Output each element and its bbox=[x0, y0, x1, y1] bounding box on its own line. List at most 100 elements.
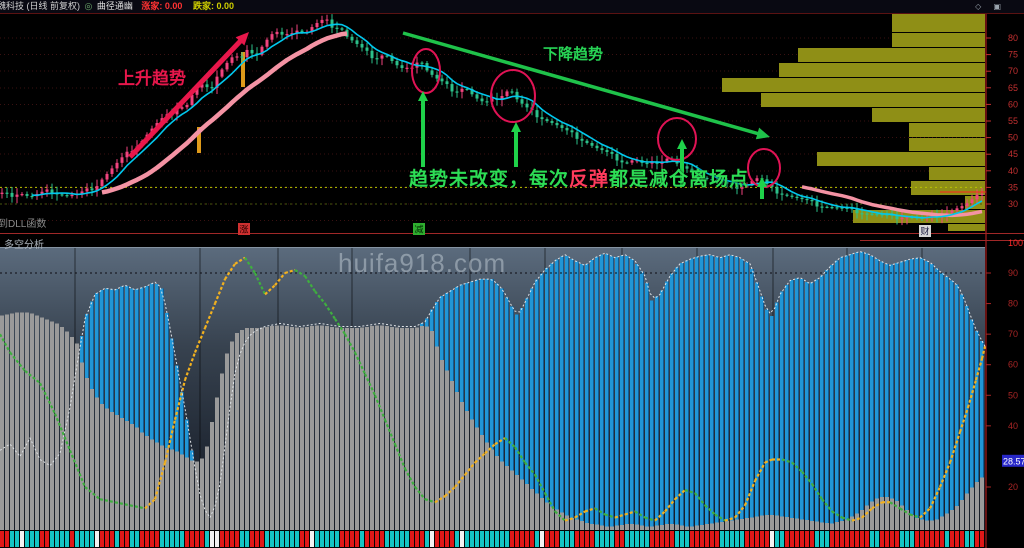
bull-bar bbox=[155, 283, 159, 443]
ribbon-cell bbox=[185, 531, 189, 547]
candle-body bbox=[350, 36, 354, 41]
falling-count-label: 跌家: 0.00 bbox=[192, 1, 234, 11]
bull-bar bbox=[490, 279, 494, 450]
ribbon-cell bbox=[435, 531, 439, 547]
candle-body bbox=[230, 57, 234, 63]
bull-bar bbox=[550, 263, 554, 507]
bear-bar bbox=[220, 373, 224, 530]
bear-bar bbox=[110, 411, 114, 530]
candle-body bbox=[120, 157, 124, 163]
ribbon-cell bbox=[915, 531, 919, 547]
candle-body bbox=[610, 151, 614, 154]
candle-body bbox=[445, 81, 449, 85]
bear-bar bbox=[310, 326, 314, 530]
bear-bar bbox=[935, 519, 939, 530]
bull-bar bbox=[645, 283, 649, 527]
signal-marker-box bbox=[919, 225, 931, 237]
bull-bar bbox=[830, 265, 834, 524]
ribbon-cell bbox=[720, 531, 724, 547]
bear-bar bbox=[290, 326, 294, 530]
ribbon-cell bbox=[910, 531, 914, 547]
bear-bar bbox=[320, 325, 324, 530]
candle-body bbox=[665, 158, 669, 162]
ribbon-cell bbox=[365, 531, 369, 547]
candle-body bbox=[200, 84, 204, 88]
bear-bar bbox=[380, 325, 384, 530]
bear-bar bbox=[750, 517, 754, 530]
candle-body bbox=[390, 55, 394, 62]
bear-bar bbox=[65, 331, 69, 530]
indicator-name[interactable]: 曲径通幽 bbox=[96, 1, 133, 11]
bull-bar bbox=[730, 255, 734, 521]
candle-body bbox=[730, 183, 734, 185]
candle-body bbox=[310, 27, 314, 32]
ribbon-cell bbox=[645, 531, 649, 547]
candle-body bbox=[285, 34, 289, 36]
bear-bar bbox=[210, 422, 214, 530]
ribbon-cell bbox=[75, 531, 79, 547]
bull-bar bbox=[480, 279, 484, 436]
bear-bar bbox=[95, 397, 99, 530]
ribbon-cell bbox=[280, 531, 284, 547]
candle-body bbox=[50, 189, 54, 194]
ribbon-cell bbox=[525, 531, 529, 547]
bear-bar bbox=[970, 487, 974, 530]
candle-body bbox=[210, 87, 214, 89]
volume-profile-bar bbox=[909, 138, 985, 151]
ribbon-cell bbox=[330, 531, 334, 547]
signal-step-segment bbox=[24, 369, 41, 384]
ribbon-cell bbox=[490, 531, 494, 547]
ribbon-cell bbox=[0, 531, 4, 547]
candle-body bbox=[815, 201, 819, 207]
candle-body bbox=[295, 30, 299, 34]
ribbon-cell bbox=[770, 531, 774, 547]
ribbon-cell bbox=[410, 531, 414, 547]
candle-body bbox=[300, 30, 304, 33]
ribbon-cell bbox=[800, 531, 804, 547]
candle-body bbox=[900, 217, 904, 220]
ribbon-cell bbox=[285, 531, 289, 547]
ribbon-cell bbox=[165, 531, 169, 547]
bull-bar bbox=[890, 264, 894, 499]
indicator-badge-icon: ◎ bbox=[84, 1, 93, 11]
ribbon-cell bbox=[275, 531, 279, 547]
ribbon-cell bbox=[380, 531, 384, 547]
candle-body bbox=[195, 87, 199, 95]
bear-bar bbox=[155, 442, 159, 530]
lower-panel-title[interactable]: 多空分析 bbox=[4, 240, 44, 251]
bear-bar bbox=[30, 313, 34, 530]
ribbon-cell bbox=[200, 531, 204, 547]
bear-bar bbox=[245, 328, 249, 530]
ribbon-cell bbox=[140, 531, 144, 547]
bull-bar bbox=[575, 261, 579, 520]
ribbon-cell bbox=[545, 531, 549, 547]
bear-bar bbox=[535, 493, 539, 530]
long-short-bars bbox=[0, 252, 984, 530]
candle-body bbox=[235, 56, 239, 58]
candle-body bbox=[685, 166, 689, 169]
signal-step-segment bbox=[821, 498, 833, 513]
candle-body bbox=[225, 62, 229, 70]
bear-bar bbox=[790, 517, 794, 530]
bear-bar bbox=[440, 359, 444, 530]
ribbon-cell bbox=[245, 531, 249, 547]
bear-bar bbox=[530, 488, 534, 530]
candle-body bbox=[750, 180, 754, 185]
bear-bar bbox=[370, 326, 374, 530]
ribbon-cell bbox=[605, 531, 609, 547]
candle-body bbox=[880, 214, 884, 216]
ribbon-cell bbox=[220, 531, 224, 547]
candle-body bbox=[315, 22, 319, 28]
bear-bar bbox=[725, 521, 729, 530]
signal-step-segment bbox=[724, 516, 736, 522]
bear-bar bbox=[605, 526, 609, 530]
window-control-icons[interactable]: ◇ ▣ bbox=[975, 2, 1006, 11]
ribbon-cell bbox=[470, 531, 474, 547]
bear-bar bbox=[900, 505, 904, 530]
candle-body bbox=[740, 186, 744, 189]
bull-bar bbox=[765, 309, 769, 515]
signal-step-segment bbox=[514, 446, 526, 464]
bear-bar bbox=[820, 522, 824, 530]
